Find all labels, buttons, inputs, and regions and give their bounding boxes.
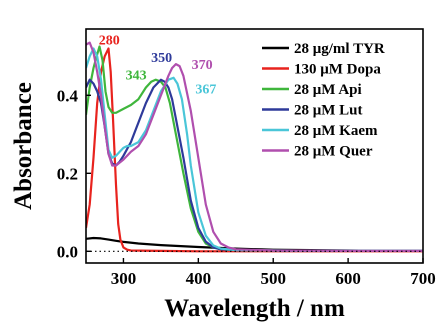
legend-label: 28 μM Lut <box>294 103 363 119</box>
legend-label: 28 μM Kaem <box>294 123 378 139</box>
series-layer <box>86 41 423 253</box>
legend-label: 28 μM Quer <box>294 144 373 160</box>
peak-label: 280 <box>99 34 120 49</box>
peak-label: 370 <box>192 58 213 73</box>
y-axis-title: Absorbance <box>10 82 37 210</box>
x-tick-label: 500 <box>260 269 286 288</box>
plot-frame <box>85 28 424 264</box>
y-tick-label: 0.0 <box>57 242 78 261</box>
legend-label: 130 μM Dopa <box>294 62 381 78</box>
peak-label: 367 <box>195 82 216 97</box>
x-axis-title: Wavelength / nm <box>164 295 345 322</box>
series-line-3 <box>86 78 423 252</box>
x-tick-label: 400 <box>186 269 212 288</box>
x-tick-label: 300 <box>111 269 137 288</box>
y-tick-label: 0.4 <box>57 86 79 105</box>
y-tick-label: 0.2 <box>57 164 78 183</box>
legend-label: 28 μg/ml TYR <box>294 41 385 57</box>
ticks-layer: 300 400 500 600 700 0.0 0.2 0.4 <box>57 86 436 288</box>
legend: 28 μg/ml TYR 130 μM Dopa 28 μM Api 28 μM Lu… <box>262 41 385 160</box>
peak-label: 350 <box>151 51 172 66</box>
x-tick-label: 600 <box>335 269 361 288</box>
series-line-4 <box>86 47 423 252</box>
peak-label: 343 <box>126 69 147 84</box>
x-tick-label: 700 <box>410 269 436 288</box>
peak-annotations: 280 343 350 370 367 <box>99 34 217 98</box>
series-line-5 <box>86 41 423 252</box>
legend-label: 28 μM Api <box>294 82 362 98</box>
